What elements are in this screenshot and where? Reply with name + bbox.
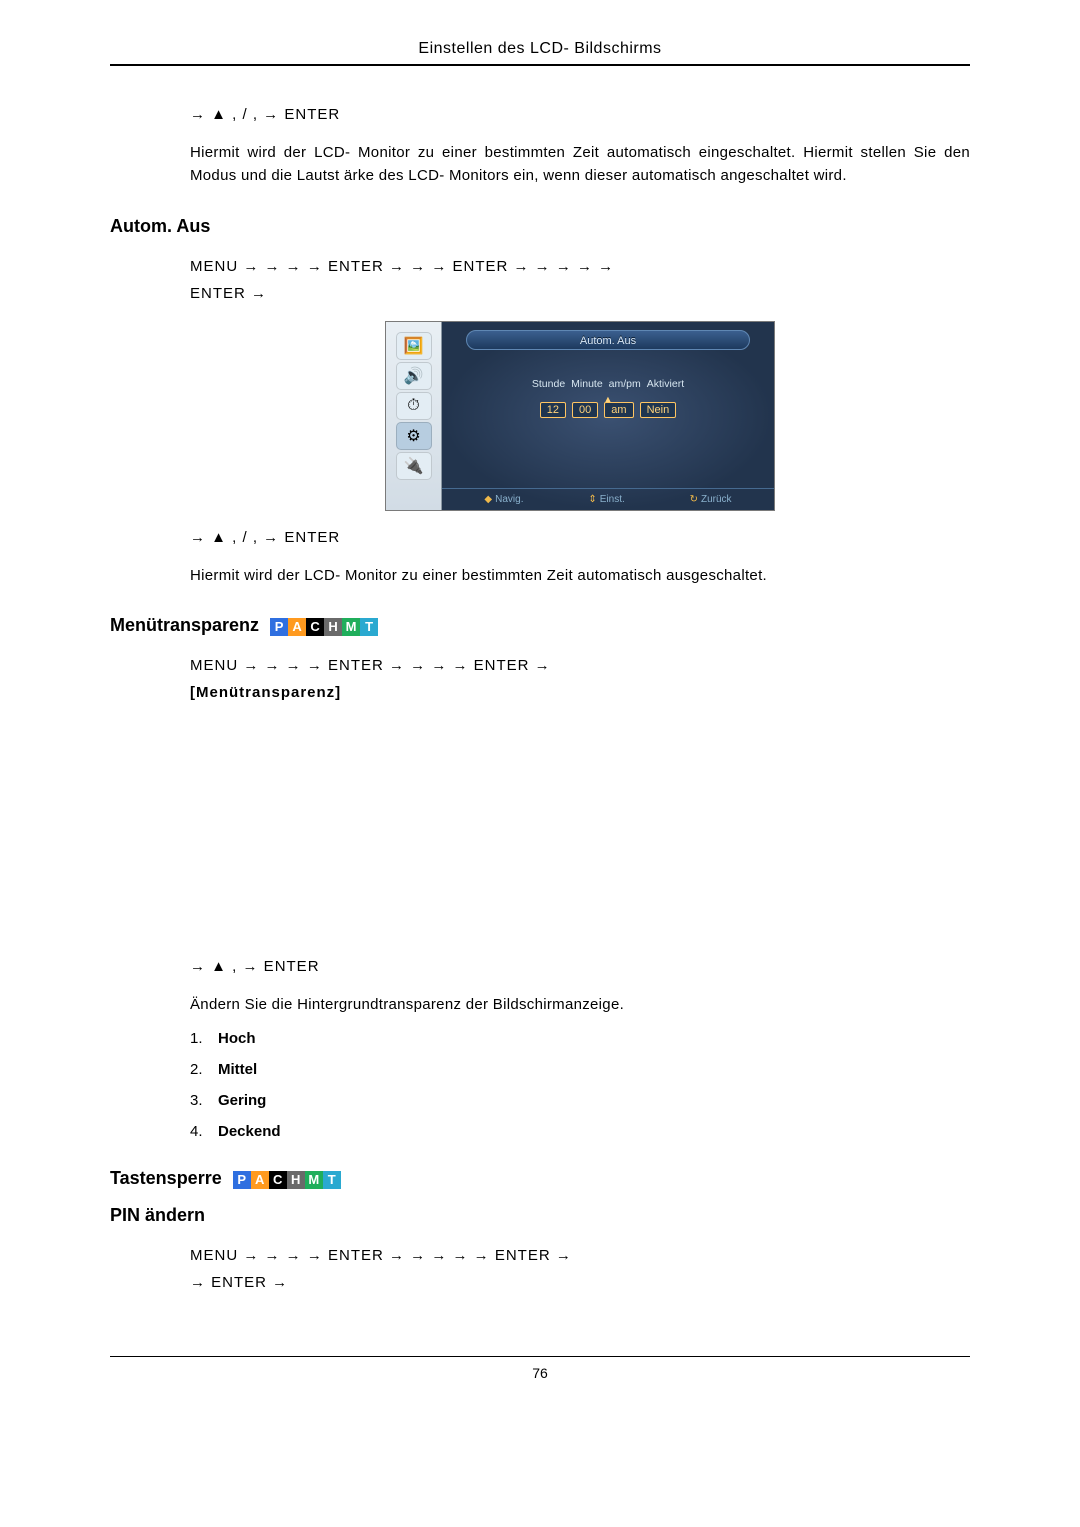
list-item: 4.Deckend <box>190 1123 970 1140</box>
osd-side-icon: 🖼️ <box>396 332 432 360</box>
page: Einstellen des LCD- Bildschirms → ▲ , / … <box>0 0 1080 1421</box>
osd-value-minute: 00 <box>572 402 598 418</box>
nav-sequence-pin: MENU → → → → ENTER → → → → → ENTER → → E… <box>190 1242 970 1296</box>
osd-panel: 🖼️🔊⏱⚙🔌 Autom. Aus Stunde Minute am/pm Ak… <box>385 321 775 511</box>
diamond-icon: ◆ <box>484 494 492 505</box>
osd-screenshot: 🖼️🔊⏱⚙🔌 Autom. Aus Stunde Minute am/pm Ak… <box>190 321 970 511</box>
source-badge-h: H <box>324 618 342 636</box>
list-number: 3. <box>190 1092 218 1109</box>
osd-label-ampm: am/pm <box>609 378 641 390</box>
osd-footer: ◆Navig. ⇕Einst. ↻Zurück <box>442 488 774 510</box>
osd-label-stunde: Stunde <box>532 378 565 390</box>
osd-body: Stunde Minute am/pm Aktiviert ▲ 12 00 am… <box>442 350 774 488</box>
nav-line: MENU → → → → ENTER → → → → ENTER → <box>190 657 551 674</box>
nav-line: → ENTER → <box>190 1274 288 1291</box>
transparency-list: 1.Hoch2.Mittel3.Gering4.Deckend <box>190 1030 970 1140</box>
content-block-3: MENU → → → → ENTER → → → → ENTER → [Menü… <box>190 652 970 1140</box>
list-number: 2. <box>190 1061 218 1078</box>
source-badge-t: T <box>323 1171 341 1189</box>
updown-icon: ⇕ <box>588 494 596 505</box>
list-item: 1.Hoch <box>190 1030 970 1047</box>
osd-footer-navig: ◆Navig. <box>484 494 523 505</box>
osd-footer-einst: ⇕Einst. <box>588 494 624 505</box>
section-title-text: Tastensperre <box>110 1168 222 1188</box>
osd-value-ampm: am <box>604 402 633 418</box>
content-block-4: MENU → → → → ENTER → → → → → ENTER → → E… <box>190 1242 970 1296</box>
page-number: 76 <box>532 1365 548 1381</box>
source-badge-m: M <box>305 1171 323 1189</box>
auto-on-description: Hiermit wird der LCD- Monitor zu einer b… <box>190 141 970 188</box>
nav-sequence-3: → ▲ , → ENTER <box>190 958 970 975</box>
list-number: 1. <box>190 1030 218 1047</box>
list-item: 3.Gering <box>190 1092 970 1109</box>
source-badge-p: P <box>233 1171 251 1189</box>
source-badge-a: A <box>251 1171 269 1189</box>
section-heading-autom-aus: Autom. Aus <box>110 216 970 237</box>
page-header: Einstellen des LCD- Bildschirms <box>110 40 970 66</box>
osd-value-stunde: 12 <box>540 402 566 418</box>
nav-bracket-label: [Menütransparenz] <box>190 684 341 701</box>
list-label: Gering <box>218 1092 266 1109</box>
nav-sequence-autom-aus: MENU → → → → ENTER → → → ENTER → → → → →… <box>190 253 970 307</box>
pachmt-badges-1: PACHMT <box>270 618 378 636</box>
source-badge-c: C <box>269 1171 287 1189</box>
page-footer: 76 <box>110 1356 970 1381</box>
transparency-description: Ändern Sie die Hintergrundtransparenz de… <box>190 993 970 1016</box>
osd-footer-zuruck: ↻Zurück <box>690 494 732 505</box>
osd-value-aktiviert: Nein <box>640 402 677 418</box>
osd-side-icon: 🔊 <box>396 362 432 390</box>
source-badge-c: C <box>306 618 324 636</box>
section-heading-tastensperre: Tastensperre PACHMT <box>110 1168 970 1189</box>
osd-main: Autom. Aus Stunde Minute am/pm Aktiviert… <box>442 322 774 510</box>
osd-label-aktiviert: Aktiviert <box>647 378 684 390</box>
osd-label-minute: Minute <box>571 378 603 390</box>
nav-line: MENU → → → → ENTER → → → → → ENTER → <box>190 1247 572 1264</box>
source-badge-h: H <box>287 1171 305 1189</box>
source-badge-m: M <box>342 618 360 636</box>
source-badge-a: A <box>288 618 306 636</box>
osd-sidebar: 🖼️🔊⏱⚙🔌 <box>386 322 442 510</box>
list-label: Hoch <box>218 1030 256 1047</box>
content-block-2: MENU → → → → ENTER → → → ENTER → → → → →… <box>190 253 970 587</box>
list-number: 4. <box>190 1123 218 1140</box>
content-block-1: → ▲ , / , → ENTER Hiermit wird der LCD- … <box>190 106 970 188</box>
osd-side-icon: ⚙ <box>396 422 432 450</box>
osd-side-icon: ⏱ <box>396 392 432 420</box>
osd-label-row: Stunde Minute am/pm Aktiviert <box>462 378 754 390</box>
nav-sequence-trans: MENU → → → → ENTER → → → → ENTER → [Menü… <box>190 652 970 706</box>
back-icon: ↻ <box>690 494 698 505</box>
nav-line: MENU → → → → ENTER → → → ENTER → → → → → <box>190 258 614 275</box>
section-title-text: Menütransparenz <box>110 615 259 635</box>
source-badge-t: T <box>360 618 378 636</box>
image-placeholder <box>190 720 970 940</box>
section-heading-menutransparenz: Menütransparenz PACHMT <box>110 615 970 636</box>
source-badge-p: P <box>270 618 288 636</box>
auto-off-description: Hiermit wird der LCD- Monitor zu einer b… <box>190 564 970 587</box>
nav-sequence-2: → ▲ , / , → ENTER <box>190 529 970 546</box>
pachmt-badges-2: PACHMT <box>233 1171 341 1189</box>
list-item: 2.Mittel <box>190 1061 970 1078</box>
nav-line: ENTER → <box>190 285 267 302</box>
nav-sequence-1: → ▲ , / , → ENTER <box>190 106 970 123</box>
list-label: Deckend <box>218 1123 281 1140</box>
osd-side-icon: 🔌 <box>396 452 432 480</box>
osd-title: Autom. Aus <box>466 330 750 350</box>
list-label: Mittel <box>218 1061 257 1078</box>
osd-value-row: 12 00 am Nein <box>462 402 754 418</box>
section-heading-pin: PIN ändern <box>110 1205 970 1226</box>
